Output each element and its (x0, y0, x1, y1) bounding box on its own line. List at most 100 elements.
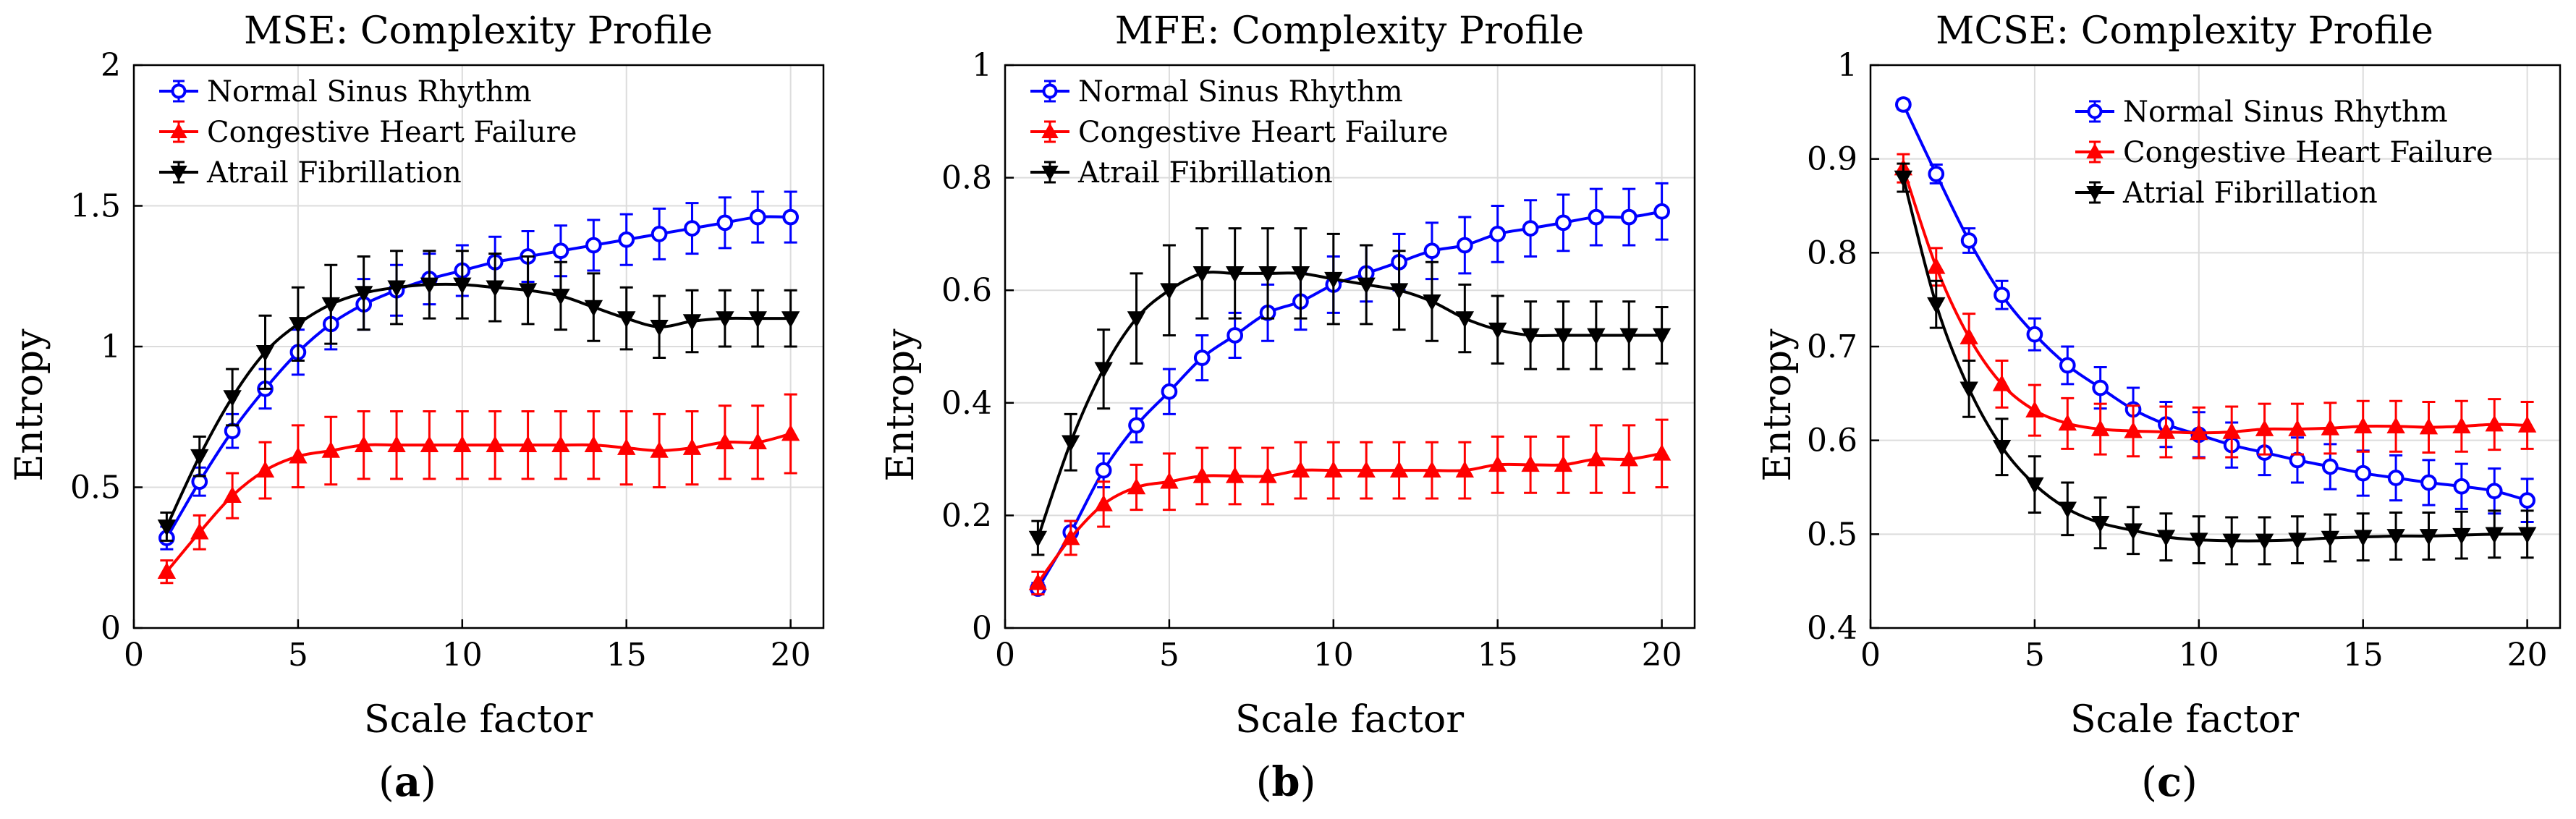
data-point (289, 446, 308, 464)
data-point (1225, 466, 1245, 483)
data-point (2025, 401, 2044, 417)
legend-label: Atrial Fibrillation (2122, 177, 2378, 210)
data-point (1095, 462, 1112, 479)
data-point (387, 436, 406, 452)
data-point (1324, 461, 1343, 478)
legend-swatch-marker (1041, 122, 1059, 138)
legend-b: Normal Sinus Rhythm Congestive Heart Fail… (1030, 75, 1448, 190)
data-point (1992, 374, 2012, 391)
data-point (650, 319, 669, 336)
data-point (1192, 266, 1211, 283)
data-point (1291, 461, 1310, 478)
data-point (1489, 226, 1507, 242)
data-point (2453, 478, 2470, 495)
legend-item: Congestive Heart Failure (2075, 136, 2493, 169)
data-point (1652, 328, 1672, 345)
data-point (2452, 417, 2471, 434)
data-point (2190, 423, 2208, 441)
legend-label: Congestive Heart Failure (2123, 136, 2493, 169)
legend-item: Normal Sinus Rhythm (159, 75, 532, 109)
data-point (1619, 449, 1638, 467)
y-tick-label: 0.6 (941, 272, 992, 309)
data-point (551, 436, 570, 452)
panel-c: MCSE: Complexity Profile Scale factor En… (1756, 9, 2433, 806)
x-tick-label: 10 (442, 637, 483, 674)
data-point (518, 436, 538, 452)
x-axis-label-a: Scale factor (364, 698, 593, 742)
data-point (1619, 328, 1638, 345)
x-tick-label: 10 (1313, 637, 1354, 674)
data-point (584, 436, 603, 452)
data-point (1488, 455, 1507, 472)
data-point (2124, 523, 2143, 540)
legend-swatch-marker (171, 83, 187, 99)
data-point (255, 461, 275, 478)
panel-label-c: (c) (2141, 758, 2198, 806)
data-point (255, 344, 275, 362)
data-point (289, 317, 308, 334)
legend-item: Atrial Fibrillation (2075, 177, 2378, 210)
panel-label-b: (b) (1256, 758, 1316, 806)
data-point (1258, 466, 1277, 483)
y-tick-label: 1 (972, 47, 992, 84)
data-point (453, 277, 472, 294)
data-point (1554, 328, 1573, 345)
data-point (1161, 383, 1178, 400)
data-point (716, 311, 734, 328)
data-point (420, 277, 439, 294)
x-tick-label: 20 (1642, 637, 1682, 674)
data-point (716, 214, 734, 232)
data-point (2485, 415, 2504, 432)
data-point (1959, 381, 1978, 399)
data-point (1028, 530, 1048, 548)
legend-swatch-marker (170, 122, 187, 138)
panel-label-a: (a) (378, 758, 436, 806)
data-point (617, 311, 636, 328)
x-tick-label: 5 (2025, 637, 2045, 674)
legend-item: Atrail Fibrillation (1030, 156, 1333, 190)
data-point (1423, 461, 1441, 478)
y-tick-label: 0.5 (70, 470, 121, 506)
y-axis-label-c: Entropy (1756, 328, 1800, 482)
data-point (486, 280, 504, 297)
data-point (2420, 474, 2437, 491)
data-point (1959, 327, 1978, 344)
data-point (1258, 266, 1277, 283)
data-point (585, 237, 602, 254)
data-point (781, 424, 800, 441)
y-tick-label: 0.4 (1807, 610, 1857, 647)
y-tick-label: 1 (1837, 47, 1857, 84)
data-point (2222, 422, 2241, 439)
legend-swatch-marker (1041, 166, 1059, 182)
data-point (2419, 417, 2439, 435)
data-point (1456, 237, 1473, 254)
data-point (782, 208, 799, 226)
data-point (1927, 297, 1946, 314)
data-point (1324, 271, 1343, 289)
legend-label: Congestive Heart Failure (207, 116, 577, 149)
series-b-0 (1030, 182, 1670, 597)
legend-label: Atrail Fibrillation (206, 156, 462, 190)
x-tick-label: 10 (2179, 637, 2219, 674)
y-tick-label: 0.9 (1807, 141, 1857, 178)
data-point (2026, 326, 2043, 343)
data-point (486, 436, 504, 452)
data-point (1653, 203, 1670, 220)
data-point (1895, 96, 1912, 113)
data-point (2354, 530, 2373, 547)
chart-title-c: MCSE: Complexity Profile (1936, 9, 2433, 53)
data-point (2222, 533, 2241, 551)
y-tick-label: 1.5 (70, 188, 121, 225)
data-point (1455, 311, 1475, 328)
legend-c: Normal Sinus Rhythm Congestive Heart Fail… (2075, 96, 2493, 210)
x-tick-label: 5 (288, 637, 308, 674)
data-point (781, 311, 800, 328)
y-tick-label: 0.2 (941, 497, 992, 534)
legend-item: Atrail Fibrillation (159, 156, 462, 190)
x-tick-label: 15 (606, 637, 647, 674)
panel-a: MSE: Complexity Profile Scale factor Ent… (8, 9, 713, 806)
data-point (2255, 420, 2274, 436)
data-point (1423, 242, 1441, 260)
data-point (1522, 220, 1539, 237)
